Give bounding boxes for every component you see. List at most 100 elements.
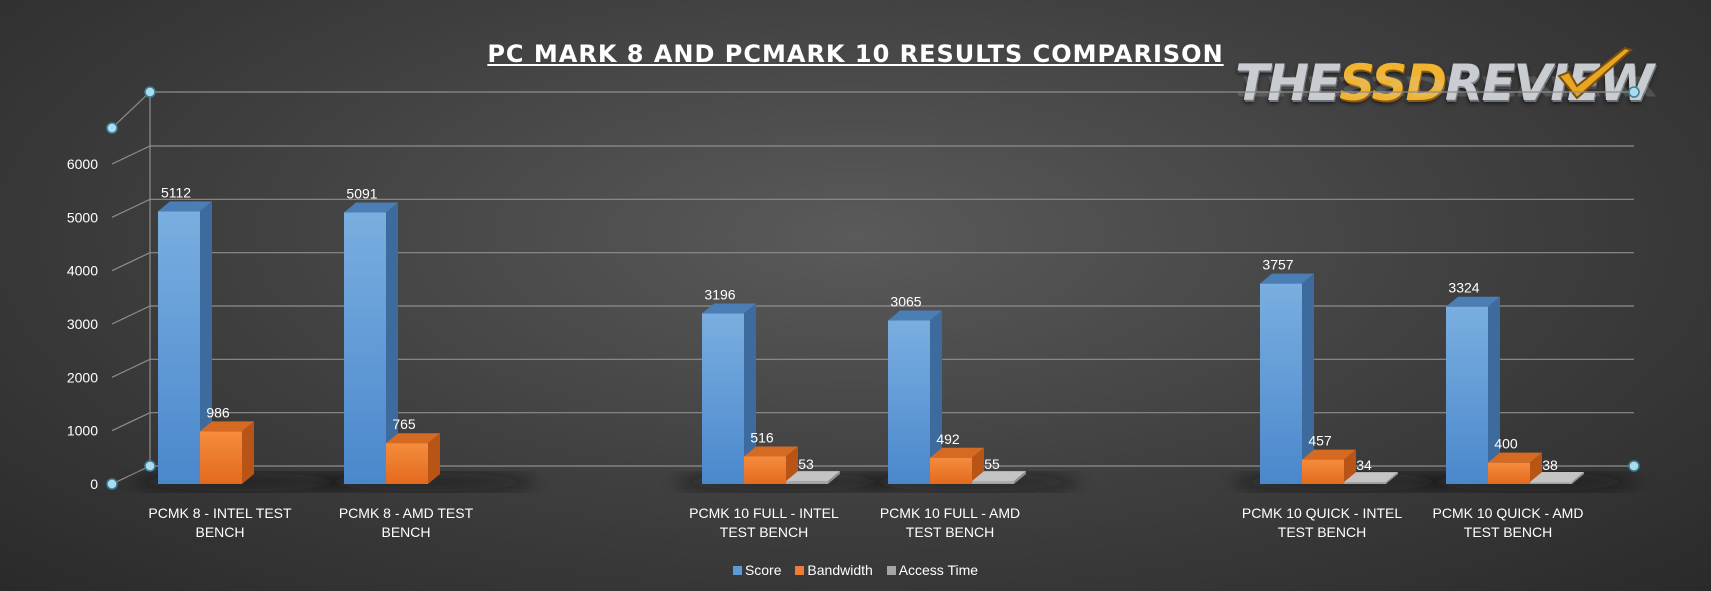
chart-title: PC MARK 8 AND PCMARK 10 RESULTS COMPARIS… [487, 40, 1224, 68]
bar-score-top [1260, 273, 1314, 284]
data-label-bandwidth: 457 [1308, 433, 1332, 449]
data-label-bandwidth: 986 [206, 404, 230, 420]
gridline-side [111, 252, 151, 272]
bar-score-side [744, 303, 756, 484]
data-label-bandwidth: 492 [936, 431, 960, 447]
selection-handle [1628, 86, 1640, 98]
y-tick-label: 3000 [67, 316, 98, 332]
bar-bandwidth [386, 443, 428, 484]
bar-score [158, 211, 200, 485]
legend-item-access-time: Access Time [886, 562, 978, 578]
x-tick-label: BENCH [195, 524, 244, 540]
bar-score-top [702, 303, 756, 314]
data-label-score: 5091 [346, 185, 377, 201]
bar-bandwidth-top [200, 421, 254, 432]
x-tick-label: BENCH [381, 524, 430, 540]
bar-access-time [1344, 482, 1386, 484]
ssd-review-logo: THESSDREVIEW THESSDREVIEW [1235, 46, 1654, 136]
bar-access-time-side [1386, 472, 1398, 484]
legend-item-score: Score [732, 562, 782, 578]
selection-handle [144, 460, 156, 472]
legend-swatch-score [732, 566, 742, 575]
gridline-side [111, 305, 151, 325]
bar-bandwidth-side [428, 433, 440, 484]
bar-score [344, 212, 386, 485]
bar-score-side [200, 201, 212, 485]
x-tick-label: TEST BENCH [906, 524, 994, 540]
selection-handle [144, 86, 156, 98]
gridline-side [111, 198, 151, 218]
bar-bandwidth-top [1302, 449, 1356, 460]
bar-score-side [1302, 273, 1314, 484]
bar-score-side [1488, 296, 1500, 484]
legend-swatch-access-time [886, 566, 896, 575]
y-tick-label: 5000 [67, 209, 98, 225]
bar-score-side [386, 202, 398, 485]
bar-access-time-side [828, 471, 840, 484]
y-tick-label: 2000 [67, 369, 98, 385]
bar-score-top [1446, 296, 1500, 307]
gridline-side [111, 465, 151, 485]
bar-access-time-side [1572, 471, 1584, 484]
x-tick-label: TEST BENCH [1278, 524, 1366, 540]
bar-bandwidth-top [744, 446, 798, 457]
bar-bandwidth-top [1488, 452, 1542, 463]
x-tick-label: PCMK 8 - INTEL TEST [148, 505, 292, 521]
bar-access-time-top [786, 471, 840, 482]
bar-access-time [1530, 481, 1572, 484]
legend-swatch-bandwidth [795, 566, 805, 575]
bar-score [1446, 306, 1488, 484]
x-tick-label: TEST BENCH [1464, 524, 1552, 540]
data-label-score: 3324 [1448, 280, 1479, 296]
bar-score [1260, 283, 1302, 484]
bar-access-time-top [972, 471, 1026, 482]
data-label-bandwidth: 516 [750, 429, 774, 445]
x-tick-label: TEST BENCH [720, 524, 808, 540]
gridline-side [111, 412, 151, 432]
bar-bandwidth [930, 457, 972, 484]
data-label-access-time: 38 [1542, 457, 1558, 473]
bar-access-time [786, 481, 828, 484]
bar-bandwidth-top [930, 447, 984, 458]
y-tick-label: 1000 [67, 423, 98, 439]
legend-item-bandwidth: Bandwidth [795, 562, 873, 578]
gridline-side [111, 145, 151, 165]
selection-handle [1628, 460, 1640, 472]
data-label-score: 3196 [704, 287, 735, 303]
bar-bandwidth [744, 456, 786, 484]
bar-score-top [888, 310, 942, 321]
x-tick-label: PCMK 10 QUICK - AMD [1433, 505, 1584, 521]
data-label-access-time: 55 [984, 456, 1000, 472]
bar-score [702, 313, 744, 484]
x-tick-label: PCMK 8 - AMD TEST [339, 505, 474, 521]
bar-access-time-side [1014, 471, 1026, 484]
gridline-side [111, 358, 151, 378]
logo-wordmark: THESSDREVIEW [1235, 54, 1654, 112]
bar-bandwidth [1488, 462, 1530, 484]
y-tick-label: 6000 [67, 156, 98, 172]
x-tick-label: PCMK 10 FULL - INTEL [689, 505, 839, 521]
data-label-score: 5112 [161, 184, 191, 200]
y-tick-label: 0 [90, 476, 98, 492]
bar-access-time-top [1530, 471, 1584, 482]
bar-access-time-top [1344, 472, 1398, 483]
bar-access-time [972, 481, 1014, 484]
selection-handle [106, 478, 118, 490]
bar-score-side [930, 310, 942, 484]
data-label-access-time: 34 [1356, 457, 1372, 473]
x-tick-label: PCMK 10 QUICK - INTEL [1242, 505, 1402, 521]
selection-handle [106, 122, 118, 134]
chart-legend: Score Bandwidth Access Time [0, 562, 1711, 578]
bar-bandwidth-top [386, 433, 440, 444]
data-label-access-time: 53 [798, 456, 814, 472]
checkmark-icon [1557, 46, 1633, 100]
data-label-bandwidth: 400 [1494, 436, 1518, 452]
bar-score-top [344, 202, 398, 213]
plot-area-top-side [111, 91, 151, 129]
bar-score-top [158, 201, 212, 212]
data-label-score: 3065 [890, 294, 921, 310]
bar-bandwidth-side [242, 421, 254, 484]
bar-bandwidth [200, 431, 242, 484]
x-tick-label: PCMK 10 FULL - AMD [880, 505, 1020, 521]
